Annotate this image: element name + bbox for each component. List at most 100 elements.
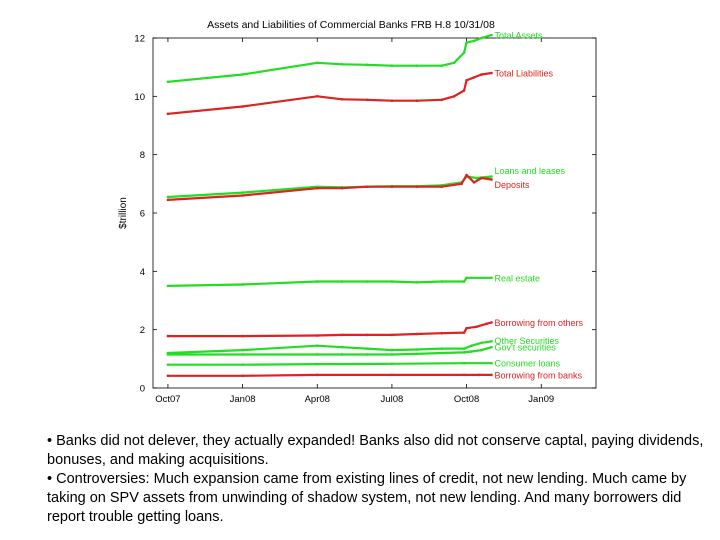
series-line-other-securities [167, 340, 492, 355]
series-point-total-assets-10 [465, 41, 468, 44]
series-point-borrowing-from-others-7 [440, 331, 443, 335]
series-point-borrowing-from-others-3 [340, 333, 344, 337]
series-point-deposits-12 [490, 178, 493, 181]
series-label-borrowing-from-banks: Borrowing from banks [494, 370, 582, 380]
series-point-borrowing-from-banks-3 [390, 373, 394, 377]
x-tick-label-4: Oct08 [454, 394, 479, 405]
series-point-deposits-1 [241, 194, 244, 197]
series-point-other-securities-5 [390, 348, 394, 352]
series-point-total-assets-9 [462, 51, 466, 54]
series-point-total-liabilities-1 [241, 105, 244, 108]
y-tick-label-3: 6 [140, 209, 145, 220]
series-point-total-liabilities-7 [440, 98, 443, 102]
series-point-total-liabilities-4 [365, 98, 369, 102]
series-point-gov-t-securities-6 [415, 352, 419, 356]
series-point-consumer-loans-4 [462, 361, 466, 365]
series-point-deposits-11 [480, 176, 483, 180]
series-point-deposits-4 [365, 185, 369, 189]
series-point-real-estate-2 [315, 280, 319, 283]
x-tick-label-0: Oct07 [155, 394, 180, 405]
series-point-total-liabilities-5 [390, 99, 394, 103]
series-point-borrowing-from-others-8 [462, 331, 466, 334]
series-point-borrowing-from-banks-6 [490, 373, 493, 377]
series-point-other-securities-6 [415, 348, 419, 351]
series-point-borrowing-from-banks-1 [241, 374, 244, 378]
series-line-total-assets [167, 34, 492, 83]
series-point-borrowing-from-others-11 [485, 322, 488, 326]
series-point-deposits-7 [440, 185, 443, 189]
series-point-other-securities-1 [241, 348, 244, 352]
series-point-total-assets-7 [440, 64, 443, 68]
series-point-deposits-8 [460, 182, 463, 186]
series-point-total-assets-2 [315, 61, 319, 65]
series-point-other-securities-3 [340, 345, 344, 349]
series-point-other-securities-2 [315, 344, 319, 348]
series-label-other-securities: Other Securities [494, 336, 559, 346]
series-point-consumer-loans-1 [241, 363, 244, 366]
series-point-borrowing-from-banks-2 [315, 373, 319, 377]
series-label-loans-and-leases: Loans and leases [494, 166, 565, 176]
series-label-real-estate: Real estate [494, 273, 540, 283]
series-point-deposits-10 [472, 181, 476, 184]
series-point-borrowing-from-others-10 [475, 325, 478, 329]
series-point-real-estate-1 [241, 283, 244, 286]
series-point-total-liabilities-6 [415, 99, 419, 103]
series-point-gov-t-securities-8 [462, 351, 466, 354]
series-point-borrowing-from-banks-4 [462, 373, 466, 377]
series-point-real-estate-3 [340, 280, 344, 283]
series-point-borrowing-from-others-0 [166, 334, 170, 338]
series-label-borrowing-from-others: Borrowing from others [494, 318, 583, 328]
y-axis-label: $trillion [118, 197, 129, 229]
series-point-deposits-6 [415, 185, 419, 189]
y-axis: 0 2 4 6 8 10 12 [134, 34, 596, 395]
series-line-real-estate [167, 276, 492, 287]
series-line-borrowing-from-others [167, 321, 492, 338]
y-tick-label-2: 4 [140, 267, 145, 278]
series-point-total-liabilities-0 [166, 112, 170, 116]
series-point-consumer-loans-0 [166, 363, 170, 366]
series-point-total-assets-4 [365, 63, 369, 67]
series-point-total-liabilities-9 [462, 89, 466, 92]
series-lines [166, 33, 493, 378]
series-line-borrowing-from-banks [167, 373, 492, 377]
series-point-borrowing-from-others-2 [315, 334, 319, 337]
series-label-consumer-loans: Consumer loans [494, 359, 560, 369]
series-point-real-estate-10 [490, 276, 493, 280]
series-point-gov-t-securities-1 [241, 353, 244, 356]
series-point-total-assets-1 [241, 73, 244, 76]
series-label-total-liabilities: Total Liabilities [494, 69, 553, 79]
series-point-loans-and-leases-10 [475, 176, 478, 180]
series-point-real-estate-6 [415, 281, 419, 284]
series-point-other-securities-10 [480, 341, 483, 345]
series-point-other-securities-8 [462, 347, 466, 350]
series-point-total-liabilities-8 [452, 95, 456, 98]
notes: • Banks did not delever, they actually e… [47, 432, 707, 527]
series-point-borrowing-from-others-4 [365, 333, 369, 337]
x-tick-label-1: Jan08 [230, 394, 256, 405]
series-line-deposits [167, 174, 492, 201]
series-point-total-assets-12 [480, 36, 483, 40]
series-point-borrowing-from-banks-5 [477, 373, 481, 377]
series-point-other-securities-7 [440, 347, 443, 350]
series-point-deposits-5 [390, 185, 394, 189]
series-point-gov-t-securities-11 [490, 345, 493, 349]
series-point-total-liabilities-13 [490, 71, 493, 75]
series-point-gov-t-securities-10 [480, 348, 483, 352]
series-point-deposits-3 [340, 186, 344, 190]
series-point-borrowing-from-banks-0 [166, 374, 170, 378]
series-point-real-estate-0 [166, 284, 170, 288]
series-point-other-securities-11 [490, 340, 493, 343]
series-line-consumer-loans [167, 362, 492, 366]
series-point-total-liabilities-2 [315, 95, 319, 98]
chart-title: Assets and Liabilities of Commercial Ban… [207, 19, 495, 31]
series-point-other-securities-9 [470, 344, 473, 348]
series-point-real-estate-7 [440, 280, 443, 283]
series-point-loans-and-leases-11 [490, 175, 493, 178]
series-point-total-assets-13 [490, 33, 493, 37]
series-point-deposits-9 [465, 173, 468, 177]
series-point-total-assets-5 [390, 64, 394, 68]
series-point-consumer-loans-3 [390, 362, 394, 366]
series-point-gov-t-securities-9 [470, 350, 473, 353]
series-point-borrowing-from-others-1 [241, 334, 244, 338]
series-point-deposits-0 [166, 198, 170, 202]
